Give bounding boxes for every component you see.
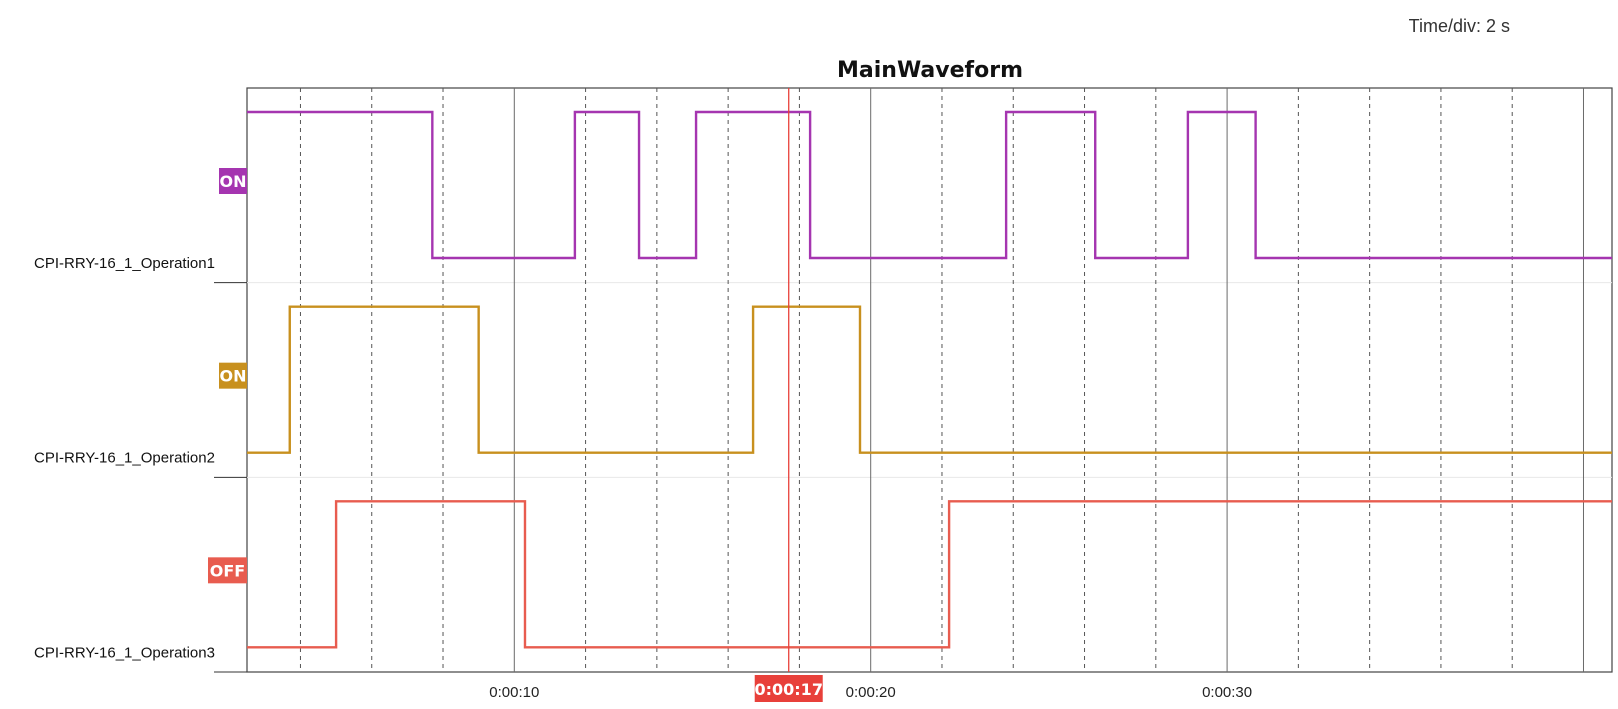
time-cursor-badge[interactable] [754, 675, 823, 702]
chart-title: MainWaveform [837, 58, 1023, 83]
cursor-layer[interactable]: 0:00:17 [754, 88, 823, 702]
x-tick-label: 0:00:30 [1202, 684, 1252, 701]
time-cursor-label: 0:00:17 [754, 680, 822, 699]
state-badge [208, 557, 247, 584]
signal-name-label: CPI-RRY-16_1_Operation1 [34, 255, 215, 272]
signal-name-label: CPI-RRY-16_1_Operation3 [34, 644, 215, 661]
signal-layer: ON CPI-RRY-16_1_Operation1 ON CPI-RRY-16_1_… [34, 110, 1612, 673]
x-tick-label: 0:00:20 [846, 684, 896, 701]
x-tick-label: 0:00:10 [489, 684, 539, 701]
axis-layer: 0:00:10 0:00:20 0:00:30 [489, 684, 1252, 701]
state-badge [219, 168, 247, 194]
grid-layer [246, 87, 1613, 673]
signal-trace [247, 305, 1612, 454]
signal-trace [247, 110, 1612, 260]
signal-trace [247, 500, 1612, 649]
state-badge-label: ON [220, 367, 247, 386]
state-badge-label: OFF [210, 561, 245, 580]
plot-frame [246, 87, 1613, 673]
state-badge [219, 362, 247, 389]
time-per-division-label: Time/div: 2 s [1408, 16, 1510, 36]
signal-name-label: CPI-RRY-16_1_Operation2 [34, 450, 215, 467]
state-badge-label: ON [220, 172, 247, 191]
